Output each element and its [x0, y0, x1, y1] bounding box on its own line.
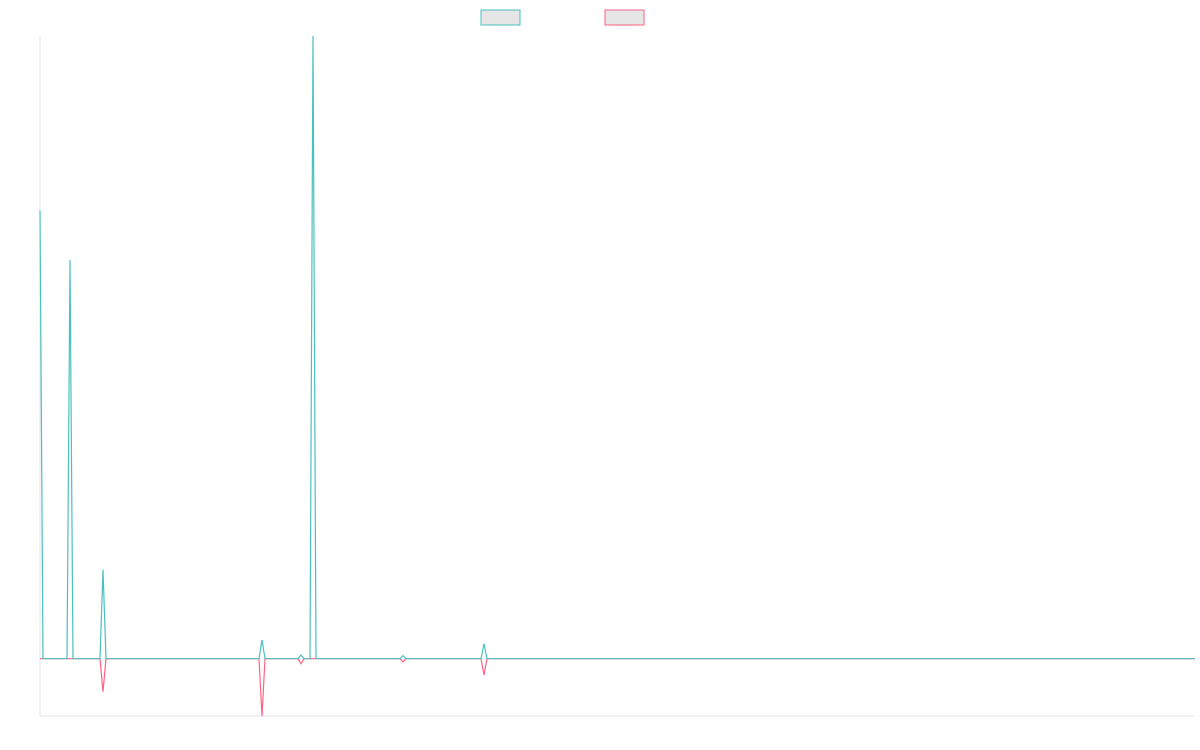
series-line [39, 35, 1195, 660]
legend [480, 9, 645, 26]
legend-swatch [480, 9, 521, 26]
series-line [40, 658, 1195, 717]
legend-swatch [604, 9, 645, 26]
plot-area [39, 35, 1195, 717]
